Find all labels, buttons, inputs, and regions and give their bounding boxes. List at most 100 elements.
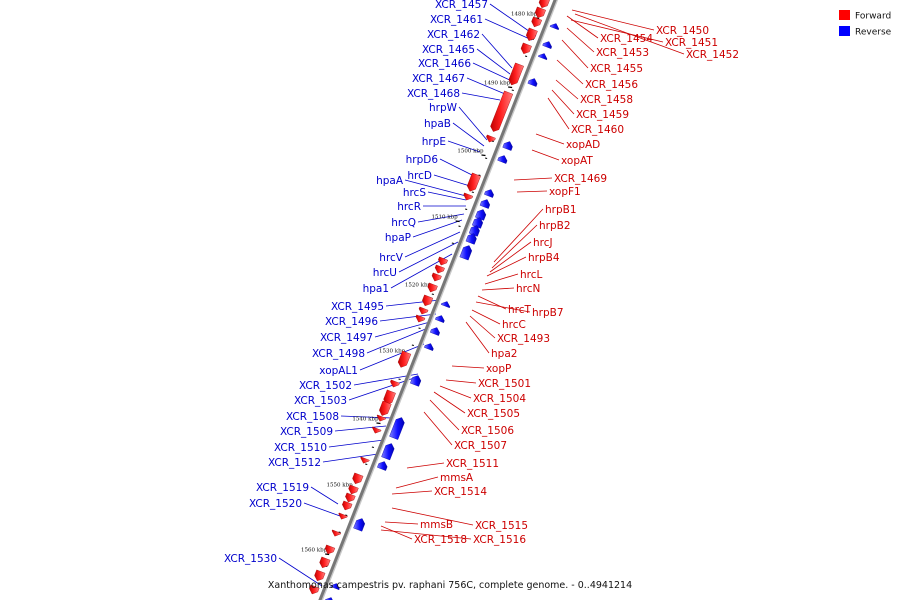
forward-gene [342,500,353,511]
scale-tick-label: 1530 kbp [379,349,406,355]
forward-gene [422,294,434,307]
gene-label-xcr-1501: XCR_1501 [478,378,531,390]
minor-tick [471,191,474,193]
gene-label-xcr-1461: XCR_1461 [430,14,483,26]
forward-gene [463,192,474,201]
forward-gene [338,512,348,520]
gene-label-xcr-1498: XCR_1498 [312,348,365,360]
leader-line [379,313,437,322]
reverse-gene [381,443,395,461]
scale-tick-mark [508,86,513,89]
forward-gene [348,484,359,495]
gene-label-hpap: hpaP [385,232,411,244]
leader-line [486,256,527,277]
leader-line [278,557,323,587]
leader-line [447,140,481,153]
forward-gene [534,6,546,19]
forward-gene [352,472,364,485]
leader-line [439,385,472,399]
genome-caption: Xanthomonas campestris pv. raphani 756C,… [268,580,632,591]
legend-reverse-swatch [839,26,850,36]
gene-label-xcr-1462: XCR_1462 [427,29,480,41]
forward-gene [324,544,336,555]
forward-gene [397,350,412,368]
leader-line [359,343,425,371]
gene-label-xcr-1451: XCR_1451 [665,37,718,49]
gene-label-hrcq: hrcQ [391,217,416,229]
forward-gene [466,172,481,192]
reverse-gene [502,141,513,151]
gene-label-xcr-1457: XCR_1457 [435,0,488,11]
leader-line [481,33,513,69]
minor-tick [318,582,321,584]
leader-line [531,149,560,161]
reverse-gene [330,583,340,591]
gene-label-hrpb7: hrpB7 [532,307,564,319]
minor-tick [465,208,468,210]
forward-gene [376,414,387,422]
reverse-gene [549,23,560,31]
gene-label-xcr-1530: XCR_1530 [224,553,277,565]
gene-label-xcr-1512: XCR_1512 [268,457,321,469]
minor-tick [418,327,421,329]
forward-gene [520,42,532,55]
reverse-gene [429,327,440,336]
leader-line [561,39,589,69]
leader-line [476,48,511,75]
reverse-gene [440,301,451,309]
forward-gene [345,492,356,503]
gene-label-xcr-1520: XCR_1520 [249,498,302,510]
scale-tick-mark [481,154,486,157]
forward-gene [434,264,445,274]
forward-gene [360,456,370,464]
gene-label-xcr-1519: XCR_1519 [256,482,309,494]
leader-line [322,453,379,463]
minor-tick [478,174,481,176]
gene-label-xcr-1467: XCR_1467 [412,73,465,85]
minor-tick [371,446,375,448]
gene-label-hrpb4: hrpB4 [528,252,560,264]
leader-line [412,219,463,238]
leader-line [458,106,488,141]
gene-label-hrcv: hrcV [379,252,404,264]
gene-label-hrcr: hrcR [397,201,421,213]
minor-tick [524,55,528,57]
minor-tick [451,242,454,244]
leader-line [334,425,387,432]
leader-line [404,231,461,258]
gene-label-mmsb: mmsB [420,519,453,531]
leader-line [535,133,565,145]
leader-line [472,62,515,83]
gene-label-xcr-1458: XCR_1458 [580,94,633,106]
leader-line [516,190,548,193]
leader-line [465,321,490,354]
leader-line [391,490,433,495]
minor-tick [338,531,341,533]
reverse-gene [497,155,508,164]
minor-tick [345,514,348,516]
gene-label-xcr-1502: XCR_1502 [299,380,352,392]
leader-line [489,241,532,273]
reverse-gene [435,315,445,323]
scale-tick-mark [455,220,460,223]
leader-line [310,486,339,505]
leader-line [513,177,553,181]
reverse-gene [410,375,422,387]
minor-tick [511,89,514,91]
gene-label-xcr-1514: XCR_1514 [434,486,487,498]
gene-labels: XCR_1457 XCR_1461 XCR_1462 XCR_1465 XCR_1466… [224,0,739,565]
scale-tick-label: 1500 kbp [457,149,484,155]
scale-tick-label: 1510 kbp [432,215,459,221]
forward-gene [438,256,448,266]
gene-label-hrcd: hrcD [407,170,432,182]
gene-label-xcr-1466: XCR_1466 [418,58,471,70]
forward-gene [486,134,496,143]
reverse-gene [377,461,388,471]
gene-label-xopad: xopAD [566,139,600,151]
gene-label-hrpb1: hrpB1 [545,204,577,216]
leader-line [445,379,477,384]
gene-label-xcr-1507: XCR_1507 [454,440,507,452]
reverse-gene [527,78,538,87]
leader-line [374,321,431,338]
gene-label-xcr-1503: XCR_1503 [294,395,347,407]
